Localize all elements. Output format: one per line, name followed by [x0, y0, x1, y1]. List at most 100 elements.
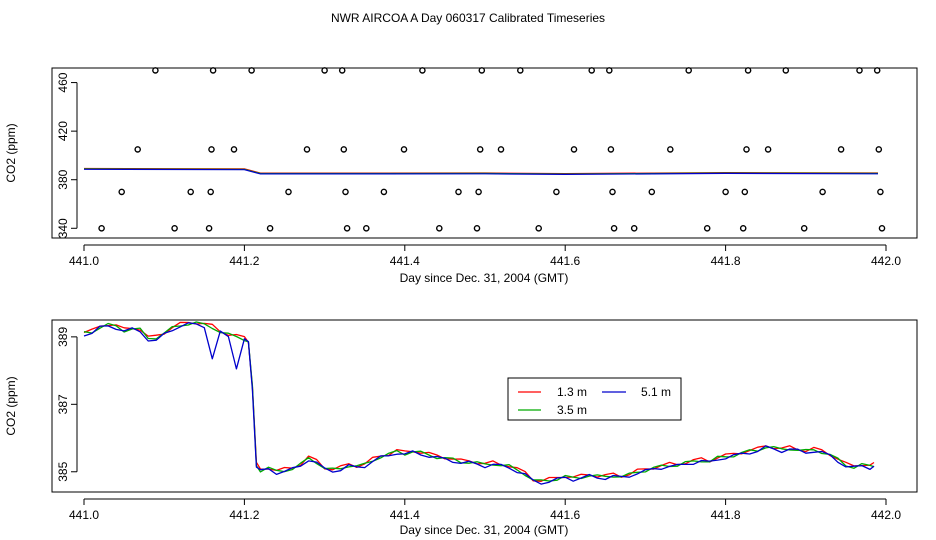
top-y-tick-label: 420	[56, 121, 70, 141]
calibration-point	[517, 67, 524, 74]
calibration-point	[435, 224, 443, 232]
top-x-axis-label: Day since Dec. 31, 2004 (GMT)	[400, 271, 569, 285]
calibration-point	[230, 146, 238, 153]
calibration-point	[606, 67, 613, 74]
calibration-point	[455, 188, 462, 196]
series-line-3.5m	[83, 321, 875, 482]
top-x-tick-label: 441.0	[69, 254, 99, 268]
top-x-axis: 441.0 441.2 441.4 441.6 441.8 442.0	[69, 244, 901, 268]
top-x-tick-label: 441.2	[229, 254, 259, 268]
calibration-point	[205, 224, 213, 232]
legend: 1.3 m 5.1 m 3.5 m	[507, 377, 682, 421]
calibration-point	[873, 67, 881, 74]
calibration-point	[342, 188, 349, 196]
bottom-y-tick-label: 389	[56, 327, 70, 347]
calibration-point	[497, 146, 505, 153]
figure-title: NWR AIRCOA A Day 060317 Calibrated Times…	[331, 11, 605, 25]
legend-label-5.1m: 5.1 m	[641, 385, 671, 399]
calibration-point	[303, 146, 311, 153]
calibration-point	[837, 146, 845, 153]
calibration-point	[340, 146, 348, 153]
calibration-point	[744, 67, 752, 74]
calibration-point	[610, 224, 618, 232]
calibration-point	[208, 146, 215, 153]
bottom-x-tick-label: 442.0	[871, 508, 901, 522]
calibration-point	[741, 188, 749, 196]
bottom-series-lines	[83, 321, 875, 485]
top-y-axis: 340 380 420 460	[56, 72, 78, 238]
calibration-point	[478, 67, 486, 74]
top-x-tick-label: 441.4	[390, 254, 420, 268]
bottom-x-tick-label: 441.4	[390, 508, 420, 522]
calibration-point	[667, 146, 674, 153]
bottom-y-tick-label: 385	[56, 461, 70, 481]
calibration-point	[473, 224, 481, 232]
top-x-tick-label: 441.6	[550, 254, 580, 268]
calibration-point	[588, 67, 596, 74]
calibration-point	[266, 224, 274, 232]
calibration-point	[570, 146, 578, 153]
calibration-point	[630, 224, 638, 232]
calibration-point	[134, 146, 141, 153]
calibration-point	[362, 224, 370, 232]
legend-box	[507, 377, 682, 421]
bottom-x-tick-label: 441.2	[229, 508, 259, 522]
series-line-1.3m	[83, 321, 875, 482]
bottom-x-axis-label: Day since Dec. 31, 2004 (GMT)	[400, 523, 569, 537]
calibration-point	[553, 188, 560, 196]
calibration-point	[171, 224, 178, 232]
calibration-point	[535, 224, 543, 232]
bottom-plot-frame	[51, 319, 918, 493]
top-y-axis-label: CO2 (ppm)	[4, 123, 18, 182]
calibration-point	[856, 67, 863, 74]
bottom-x-tick-label: 441.8	[711, 508, 741, 522]
calibration-point	[321, 67, 328, 74]
calibration-point	[98, 224, 105, 232]
bottom-y-axis: 385 387 389	[56, 327, 78, 482]
calibration-point	[400, 146, 408, 153]
top-series-lines	[83, 167, 879, 176]
bottom-x-tick-label: 441.6	[550, 508, 580, 522]
top-calibration-points	[98, 67, 886, 232]
top-plot-frame	[51, 67, 918, 239]
bottom-x-axis: 441.0 441.2 441.4 441.6 441.8 442.0	[69, 498, 901, 522]
bottom-x-tick-label: 441.0	[69, 508, 99, 522]
top-x-tick-label: 441.8	[711, 254, 741, 268]
calibration-point	[764, 146, 772, 153]
bottom-y-tick-label: 387	[56, 394, 70, 414]
top-x-tick-label: 442.0	[871, 254, 901, 268]
calibration-point	[819, 188, 826, 196]
calibration-point	[380, 188, 388, 196]
calibration-point	[207, 188, 214, 196]
calibration-point	[648, 188, 656, 196]
calibration-point	[703, 224, 711, 232]
calibration-point	[338, 67, 346, 74]
calibration-point	[685, 67, 693, 74]
top-y-tick-label: 460	[56, 72, 70, 92]
calibration-point	[878, 224, 886, 232]
calibration-point	[475, 188, 482, 196]
calibration-point	[877, 188, 884, 196]
calibration-point	[118, 188, 125, 196]
calibration-point	[209, 67, 217, 74]
legend-label-1.3m: 1.3 m	[557, 385, 587, 399]
calibration-point	[187, 188, 194, 196]
calibration-point	[875, 146, 883, 153]
calibration-point	[800, 224, 808, 232]
calibration-point	[476, 146, 484, 153]
calibration-point	[722, 188, 729, 196]
series-line-5.1m	[83, 322, 875, 485]
calibration-point	[782, 67, 790, 74]
legend-label-3.5m: 3.5 m	[557, 403, 587, 417]
top-y-tick-label: 380	[56, 169, 70, 189]
calibration-point	[743, 146, 750, 153]
top-series-line-2	[83, 168, 879, 176]
top-panel: 441.0 441.2 441.4 441.6 441.8 442.0 340 380 420…	[4, 67, 918, 285]
calibration-point	[419, 67, 426, 74]
calibration-point	[285, 188, 292, 196]
calibration-point	[248, 67, 255, 74]
calibration-point	[609, 188, 616, 196]
top-y-tick-label: 340	[56, 218, 70, 238]
bottom-panel: 441.0 441.2 441.4 441.6 441.8 442.0 385 387 389…	[4, 319, 918, 537]
